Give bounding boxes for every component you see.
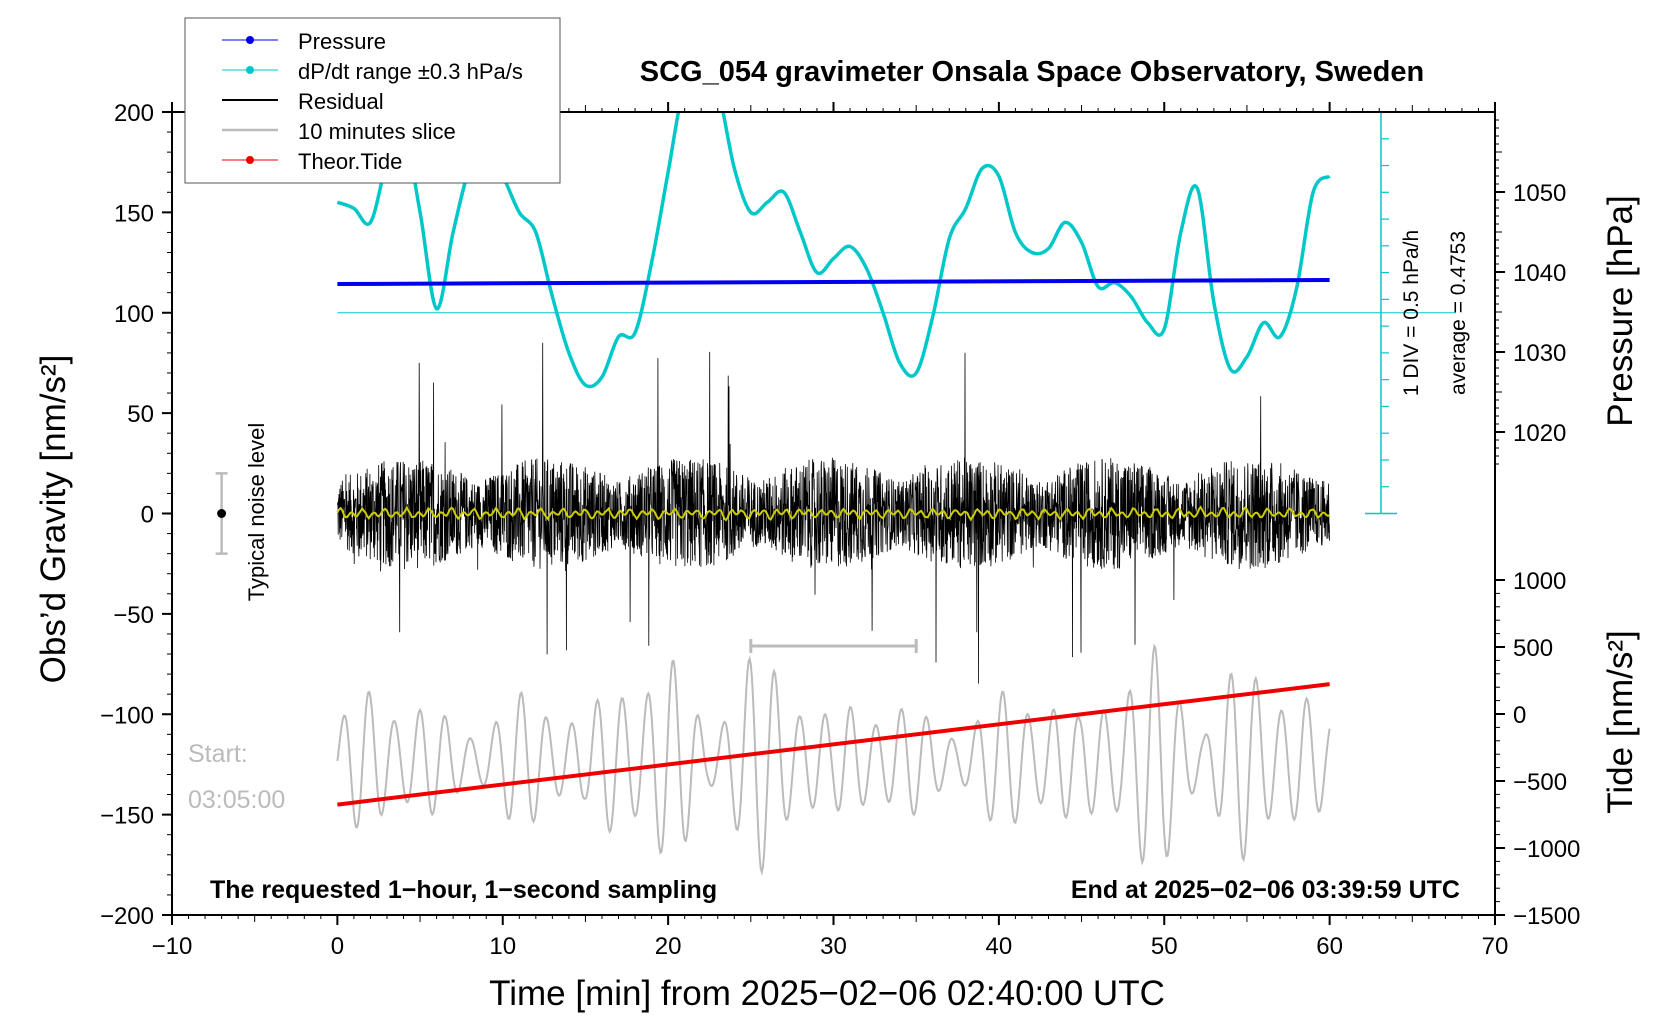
legend-item-dpdt: dP/dt range ±0.3 hPa/s: [222, 59, 523, 84]
legend-label-slice: 10 minutes slice: [298, 119, 456, 144]
legend-item-slice: 10 minutes slice: [222, 119, 456, 144]
pressure-tick-label: 1030: [1513, 340, 1566, 367]
axis-ticks: −10 0 10 20 30 40 50 60 70200150100500−50−100−15…: [100, 100, 1580, 960]
slice-line: [336, 643, 1331, 877]
y-axis-label-tide: Tide [nm/s²]: [1601, 630, 1640, 813]
sampling-note: The requested 1−hour, 1−second sampling: [210, 876, 717, 904]
x-tick-label: 20: [655, 933, 682, 960]
y-tick-label: −200: [100, 903, 154, 930]
residual-line: [337, 342, 1330, 684]
tide-tick-label: −500: [1513, 769, 1567, 796]
tide-tick-label: 1000: [1513, 568, 1566, 595]
y-tick-label: 200: [114, 100, 154, 127]
start-time: 03:05:00: [188, 786, 285, 814]
legend-label-residual: Residual: [298, 89, 384, 114]
div-label: 1 DIV = 0.5 hPa/h: [1400, 230, 1423, 396]
y-tick-label: 0: [141, 502, 154, 529]
x-tick-label: 40: [986, 933, 1013, 960]
tide-tick-label: 500: [1513, 635, 1553, 662]
pressure-line: [337, 278, 1330, 286]
start-label: Start:: [188, 740, 248, 768]
tide-tick-label: 0: [1513, 702, 1526, 729]
y-tick-label: 150: [114, 200, 154, 227]
legend-label-tide: Theor.Tide: [298, 149, 402, 174]
x-tick-label: 50: [1151, 933, 1178, 960]
pressure-tick-label: 1040: [1513, 260, 1566, 287]
y-tick-label: −50: [113, 602, 154, 629]
x-tick-label: 30: [820, 933, 847, 960]
theor-tide-line: [337, 682, 1330, 807]
y-axis-label-pressure: Pressure [hPa]: [1601, 195, 1640, 427]
x-tick-label: 70: [1482, 933, 1509, 960]
y-axis-label-left: Obs’d Gravity [nm/s²]: [34, 355, 73, 684]
tide-tick-label: −1500: [1513, 903, 1580, 930]
y-tick-label: −150: [100, 803, 154, 830]
x-tick-label: 10: [489, 933, 516, 960]
y-tick-label: 100: [114, 301, 154, 328]
legend-item-residual: Residual: [222, 89, 384, 114]
tide-tick-label: −1000: [1513, 836, 1580, 863]
legend-item-tide: Theor.Tide: [222, 149, 402, 174]
average-label: average = 0.4753: [1447, 231, 1470, 395]
x-tick-label: 0: [331, 933, 344, 960]
y-tick-label: −100: [100, 702, 154, 729]
pressure-tick-label: 1020: [1513, 420, 1566, 447]
end-time-note: End at 2025−02−06 03:39:59 UTC: [1071, 876, 1460, 904]
noise-bar-center: [217, 509, 227, 518]
legend-label-dpdt: dP/dt range ±0.3 hPa/s: [298, 59, 523, 84]
legend-item-pressure: Pressure: [222, 29, 386, 54]
pressure-tick-label: 1050: [1513, 180, 1566, 207]
legend: Pressure dP/dt range ±0.3 hPa/s Residual…: [184, 17, 561, 184]
legend-marker-dpdt: [246, 66, 254, 74]
lowpass-line: [336, 505, 1331, 522]
x-axis-label: Time [min] from 2025−02−06 02:40:00 UTC: [489, 974, 1165, 1013]
noise-level-label: Typical noise level: [244, 423, 269, 602]
legend-marker-pressure: [246, 36, 254, 44]
x-tick-label: 60: [1316, 933, 1343, 960]
x-tick-label: −10: [152, 933, 193, 960]
y-tick-label: 50: [127, 401, 154, 428]
chart-title: SCG_054 gravimeter Onsala Space Observat…: [640, 56, 1424, 88]
legend-marker-tide: [246, 156, 254, 164]
legend-label-pressure: Pressure: [298, 29, 386, 54]
